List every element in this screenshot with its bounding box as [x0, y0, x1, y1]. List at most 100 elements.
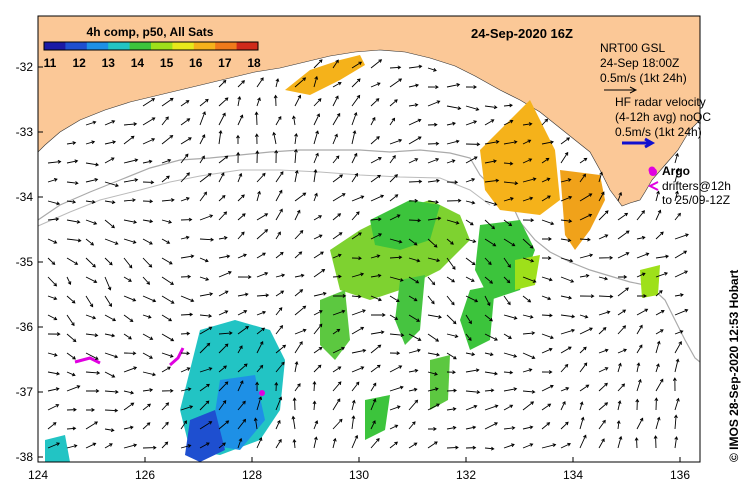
current-arrow — [579, 273, 590, 278]
current-arrow — [332, 59, 339, 69]
colorbar-segment — [215, 42, 238, 50]
current-arrow — [579, 314, 589, 319]
y-tick-label: -37 — [16, 385, 34, 399]
current-arrow — [674, 341, 682, 354]
current-arrow — [655, 290, 663, 297]
current-arrow — [389, 99, 398, 107]
current-arrow — [673, 414, 678, 430]
current-arrow — [635, 398, 640, 411]
current-arrow — [237, 80, 245, 88]
current-arrow — [408, 198, 419, 203]
current-arrow — [389, 117, 396, 126]
current-arrow — [256, 190, 261, 202]
current-arrow — [275, 78, 280, 88]
current-arrow — [522, 401, 535, 411]
land-australia — [38, 16, 700, 206]
current-arrow — [294, 289, 304, 297]
current-arrow — [408, 348, 421, 354]
current-arrow — [294, 251, 303, 259]
current-arrow — [218, 236, 228, 240]
current-arrow — [218, 97, 229, 107]
current-arrow — [617, 252, 630, 259]
current-arrow — [180, 312, 194, 317]
colorbar-label: 4h comp, p50, All Sats — [87, 25, 214, 39]
current-arrow — [123, 135, 135, 145]
current-arrow — [427, 200, 439, 204]
current-arrow — [218, 172, 225, 183]
drifters-label: drifters@12h — [662, 179, 731, 193]
current-arrow — [199, 276, 210, 281]
current-arrow — [351, 61, 363, 69]
current-arrow — [351, 130, 357, 145]
current-arrow — [484, 159, 497, 164]
current-arrow — [199, 326, 213, 335]
current-arrow — [180, 172, 190, 183]
current-arrow — [313, 152, 319, 164]
current-arrow — [465, 425, 477, 430]
current-arrow — [104, 219, 115, 229]
y-tick-label: -36 — [16, 320, 34, 334]
current-arrow — [85, 421, 99, 430]
current-arrow — [292, 438, 297, 449]
current-arrow — [617, 275, 628, 279]
y-tick-label: -34 — [16, 190, 34, 204]
current-arrow — [541, 370, 553, 374]
current-arrow — [47, 276, 58, 287]
current-arrow — [256, 340, 264, 354]
current-arrow — [654, 397, 659, 411]
current-arrow — [256, 271, 269, 278]
current-arrow — [85, 314, 97, 320]
current-arrow — [104, 428, 115, 433]
current-arrow — [85, 257, 96, 268]
current-arrow — [275, 115, 282, 126]
current-arrow — [123, 257, 133, 269]
x-tick-label: 132 — [456, 468, 476, 482]
current-arrow — [332, 328, 341, 335]
current-arrow — [579, 294, 595, 299]
current-arrow — [503, 119, 514, 126]
current-arrow — [47, 371, 61, 376]
current-arrow — [275, 189, 283, 202]
current-arrow — [617, 230, 630, 240]
current-arrow — [142, 295, 157, 303]
current-arrow — [484, 422, 498, 430]
current-arrow — [541, 237, 552, 241]
gsl-scale: 0.5m/s (1kt 24h) — [600, 71, 687, 85]
current-arrow — [636, 272, 646, 278]
current-arrow — [389, 255, 403, 260]
current-arrow — [484, 314, 493, 322]
colorbar-tick-label: 18 — [247, 56, 261, 70]
current-arrow — [427, 426, 437, 431]
current-arrow — [484, 178, 500, 183]
current-arrow — [598, 276, 609, 281]
current-arrow — [66, 333, 77, 343]
current-arrow — [161, 276, 175, 285]
current-arrow — [446, 388, 458, 393]
current-arrow — [560, 137, 571, 145]
current-arrow — [560, 346, 572, 354]
current-arrow — [655, 272, 668, 278]
current-arrow — [66, 371, 76, 377]
current-arrow — [199, 214, 214, 221]
current-arrow — [522, 314, 534, 319]
current-arrow — [560, 238, 572, 243]
current-arrow — [598, 438, 605, 449]
current-arrow — [294, 209, 301, 221]
current-arrow — [389, 155, 396, 164]
current-arrow — [674, 436, 679, 449]
current-arrow — [598, 171, 604, 183]
argo-marker-icon — [649, 168, 657, 176]
current-arrow — [503, 352, 518, 358]
current-arrow — [522, 331, 536, 336]
drifter-marker-icon — [647, 181, 659, 191]
current-arrow — [484, 446, 495, 451]
current-arrow — [522, 425, 534, 430]
current-arrow — [123, 219, 138, 224]
current-arrow — [142, 314, 152, 319]
current-arrow — [199, 173, 212, 183]
current-arrow — [104, 371, 116, 378]
current-arrow — [237, 400, 246, 411]
current-arrow — [408, 421, 416, 430]
current-arrow — [237, 292, 249, 297]
